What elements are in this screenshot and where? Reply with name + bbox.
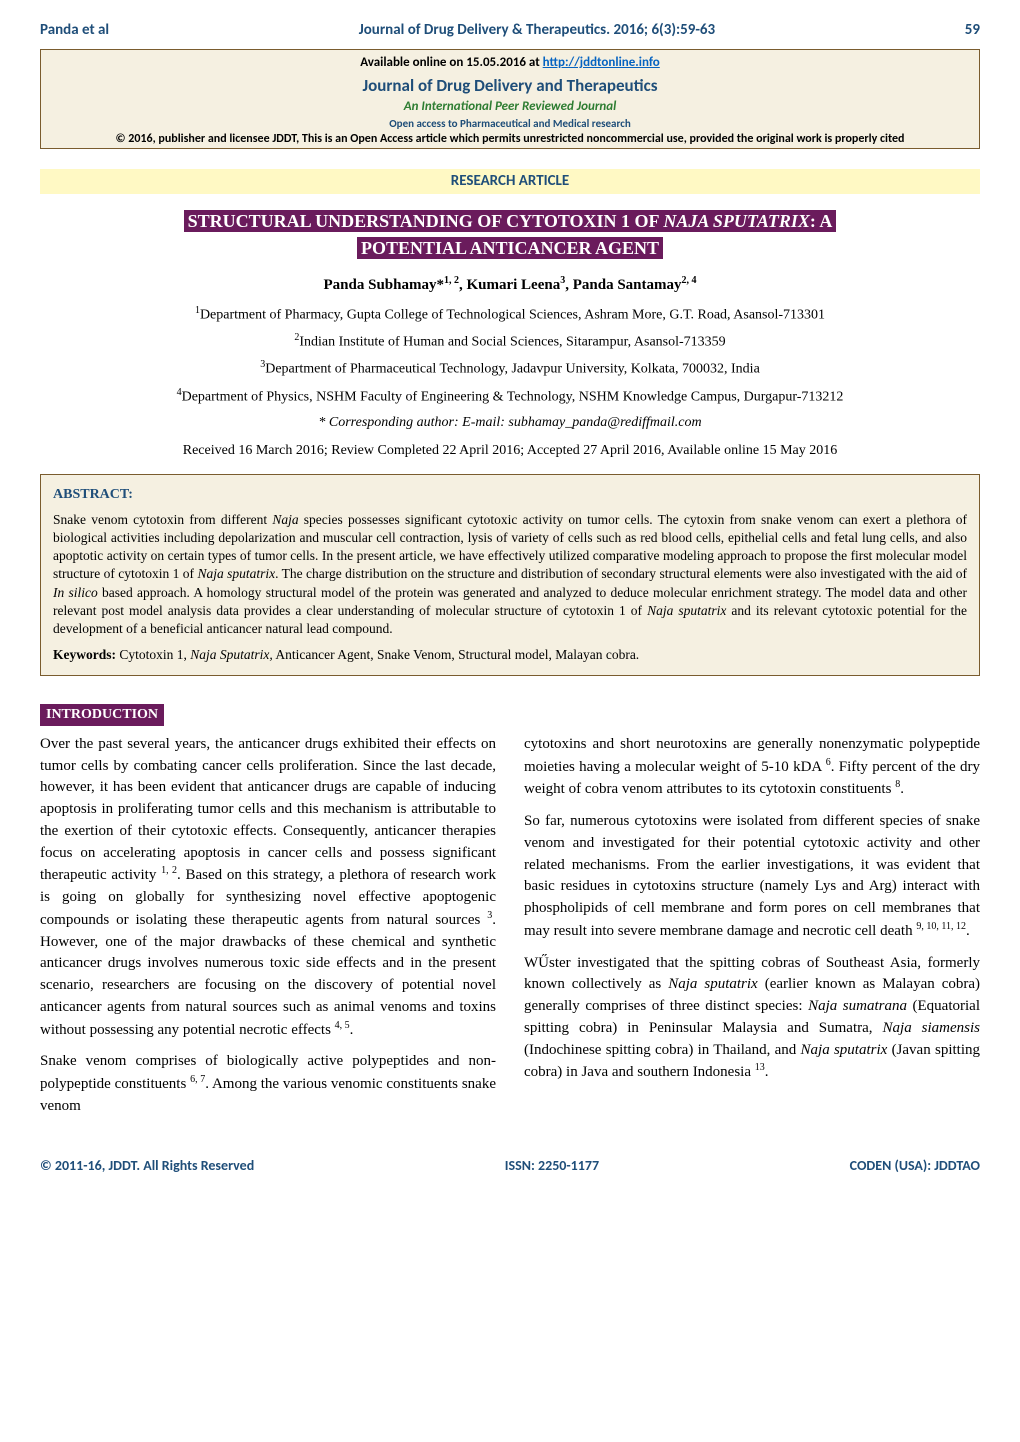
- article-title: STRUCTURAL UNDERSTANDING OF CYTOTOXIN 1 …: [40, 208, 980, 262]
- footer-right: CODEN (USA): JDDTAO: [850, 1156, 980, 1176]
- keywords-label: Keywords:: [53, 647, 116, 662]
- section-label: RESEARCH ARTICLE: [40, 169, 980, 194]
- affiliations: 1Department of Pharmacy, Gupta College o…: [40, 304, 980, 407]
- para-r2: So far, numerous cytotoxins were isolate…: [524, 811, 980, 943]
- affiliation-3: 3Department of Pharmaceutical Technology…: [40, 358, 980, 379]
- available-online: Available online on 15.05.2016 at http:/…: [47, 54, 973, 72]
- keywords: Keywords: Cytotoxin 1, Naja Sputatrix, A…: [53, 646, 967, 665]
- jddt-link[interactable]: http://jddtonline.info: [543, 55, 660, 70]
- authors: Panda Subhamay*1, 2, Kumari Leena3, Pand…: [40, 274, 980, 296]
- affiliation-4: 4Department of Physics, NSHM Faculty of …: [40, 386, 980, 407]
- header-center: Journal of Drug Delivery & Therapeutics.…: [359, 20, 715, 41]
- footer-center: ISSN: 2250-1177: [505, 1156, 599, 1176]
- abstract-heading: ABSTRACT:: [53, 485, 967, 505]
- title-line2: POTENTIAL ANTICANCER AGENT: [357, 237, 663, 259]
- running-footer: © 2011-16, JDDT. All Rights Reserved ISS…: [40, 1156, 980, 1176]
- para-r3: WŰster investigated that the spitting co…: [524, 953, 980, 1085]
- title-line1-ital: NAJA SPUTATRIX: [663, 211, 810, 231]
- introduction-heading: INTRODUCTION: [40, 704, 164, 726]
- body-columns: Over the past several years, the antican…: [40, 734, 980, 1128]
- running-header: Panda et al Journal of Drug Delivery & T…: [40, 20, 980, 41]
- open-access-text: Open access to Pharmaceutical and Medica…: [47, 116, 973, 131]
- para-l2: Snake venom comprises of biologically ac…: [40, 1051, 496, 1117]
- footer-left: © 2011-16, JDDT. All Rights Reserved: [40, 1156, 254, 1176]
- license-text: © 2016, publisher and licensee JDDT, Thi…: [47, 132, 973, 146]
- abstract-text: Snake venom cytotoxin from different Naj…: [53, 511, 967, 639]
- right-column: cytotoxins and short neurotoxins are gen…: [524, 734, 980, 1128]
- abstract-box: ABSTRACT: Snake venom cytotoxin from dif…: [40, 474, 980, 676]
- journal-banner: Available online on 15.05.2016 at http:/…: [40, 49, 980, 149]
- para-l1: Over the past several years, the antican…: [40, 734, 496, 1042]
- header-page-number: 59: [965, 20, 980, 41]
- left-column: Over the past several years, the antican…: [40, 734, 496, 1128]
- keywords-text: Cytotoxin 1, Naja Sputatrix, Anticancer …: [116, 647, 639, 662]
- para-r1: cytotoxins and short neurotoxins are gen…: [524, 734, 980, 801]
- affiliation-2: 2Indian Institute of Human and Social Sc…: [40, 331, 980, 352]
- title-line1-post: : A: [810, 211, 833, 231]
- corresponding-author: * Corresponding author: E-mail: subhamay…: [40, 413, 980, 433]
- title-line1-pre: STRUCTURAL UNDERSTANDING OF CYTOTOXIN 1 …: [188, 211, 664, 231]
- journal-subtitle: An International Peer Reviewed Journal: [47, 98, 973, 116]
- article-dates: Received 16 March 2016; Review Completed…: [40, 441, 980, 461]
- available-prefix: Available online on 15.05.2016 at: [360, 55, 542, 70]
- journal-name: Journal of Drug Delivery and Therapeutic…: [47, 74, 973, 98]
- header-left: Panda et al: [40, 20, 109, 41]
- affiliation-1: 1Department of Pharmacy, Gupta College o…: [40, 304, 980, 325]
